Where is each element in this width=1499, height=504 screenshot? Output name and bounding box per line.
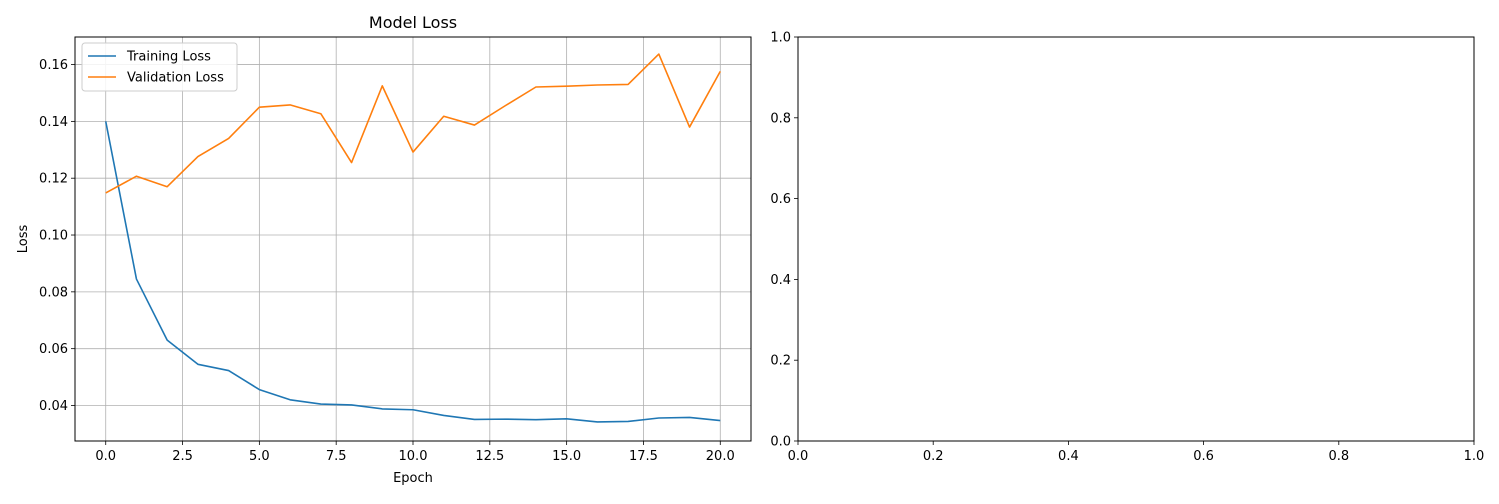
y-axis-ticks: 0.04 0.06 0.08 0.10 0.12 0.14 0.16 — [39, 58, 75, 414]
legend-label: Training Loss — [126, 50, 211, 65]
x-tick-label: 12.5 — [475, 449, 504, 464]
legend-box — [81, 42, 238, 92]
x-tick-label: 0.8 — [1328, 449, 1349, 464]
loss-chart: 0.0 2.5 5.0 7.5 10.0 12.5 15.0 17.5 20.0 0.040.0… — [16, 13, 752, 486]
y-tick-label: 0.16 — [39, 58, 68, 73]
y-tick-label: 0.0 — [770, 435, 791, 450]
y-axis-label: Loss — [16, 225, 31, 254]
series-line-training-loss — [104, 121, 721, 423]
x-axis-ticks: 0.0 2.5 5.0 7.5 10.0 12.5 15.0 17.5 20.0 — [95, 441, 735, 464]
plot-frame — [797, 36, 1475, 442]
y-tick-label: 0.08 — [39, 285, 68, 300]
y-tick-label: 0.04 — [39, 399, 68, 414]
legend-label: Validation Loss — [127, 71, 224, 86]
x-tick-label: 15.0 — [552, 449, 581, 464]
chart-title: Model Loss — [369, 13, 457, 32]
x-tick-label: 1.0 — [1464, 449, 1485, 464]
x-tick-label: 10.0 — [399, 449, 428, 464]
y-tick-label: 0.2 — [770, 354, 791, 369]
series-lines — [104, 53, 721, 423]
y-tick-label: 0.8 — [770, 111, 791, 126]
legend: Training Loss Validation Loss — [81, 42, 238, 92]
y-tick-label: 0.12 — [39, 172, 68, 187]
grid — [75, 37, 751, 441]
x-axis-ticks: 0.0 0.2 0.4 0.6 0.8 1.0 — [788, 441, 1485, 464]
x-tick-label: 7.5 — [326, 449, 347, 464]
x-axis-label: Epoch — [393, 471, 433, 486]
x-tick-label: 17.5 — [629, 449, 658, 464]
y-tick-label: 0.10 — [39, 229, 68, 244]
y-tick-label: 0.4 — [770, 273, 791, 288]
x-tick-label: 0.2 — [923, 449, 944, 464]
x-tick-label: 0.4 — [1058, 449, 1079, 464]
y-tick-label: 0.6 — [770, 192, 791, 207]
y-tick-label: 0.06 — [39, 342, 68, 357]
y-axis-ticks: 0.0 0.2 0.4 0.6 0.8 1.0 — [770, 31, 798, 450]
x-tick-label: 20.0 — [706, 449, 735, 464]
x-tick-label: 5.0 — [249, 449, 270, 464]
y-tick-label: 1.0 — [770, 31, 791, 46]
series-line-validation-loss — [105, 53, 721, 194]
x-tick-label: 0.6 — [1193, 449, 1214, 464]
x-tick-label: 2.5 — [172, 449, 193, 464]
empty-chart: 0.0 0.2 0.4 0.6 0.8 1.0 0.0 0.2 0.4 0.6 0.8 1.0 — [770, 31, 1484, 465]
x-tick-label: 0.0 — [95, 449, 116, 464]
x-tick-label: 0.0 — [788, 449, 809, 464]
y-tick-label: 0.14 — [39, 115, 68, 130]
